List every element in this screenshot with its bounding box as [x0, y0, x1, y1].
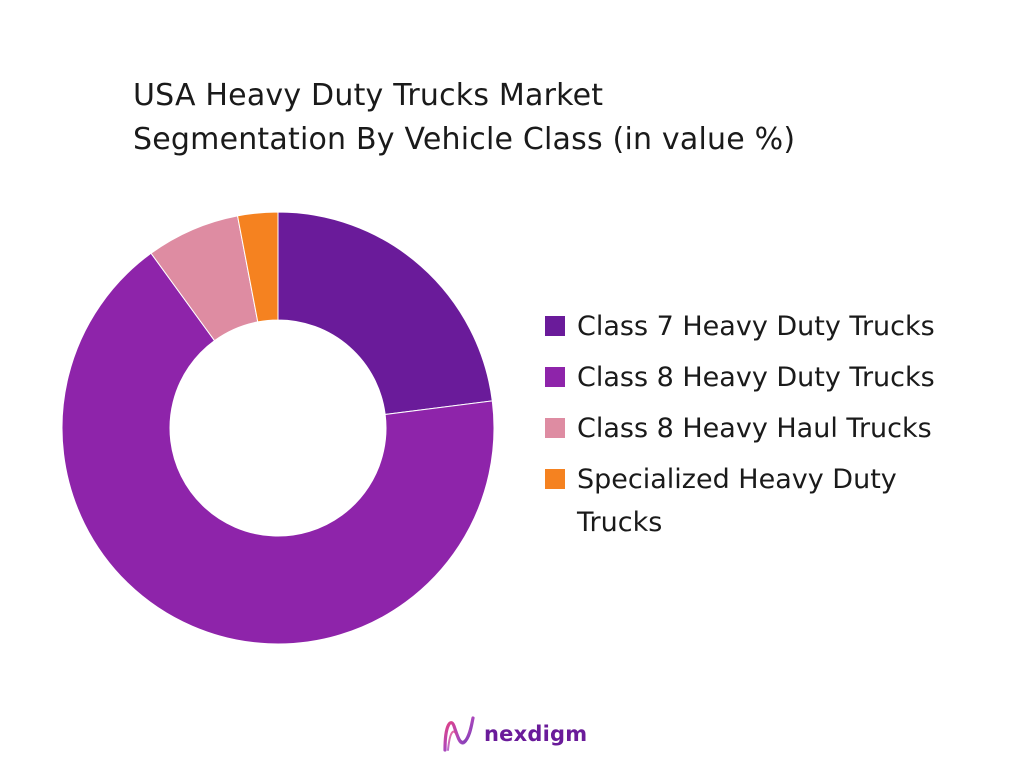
nexdigm-logo-icon	[443, 716, 475, 752]
chart-title: USA Heavy Duty Trucks Market Segmentatio…	[133, 74, 795, 162]
legend-label-class-8: Class 8 Heavy Duty Trucks	[577, 362, 935, 393]
legend-swatch-class-8	[545, 367, 565, 387]
legend-swatch-class-8-heavy-haul	[545, 418, 565, 438]
legend-item-class-8-heavy-haul: Class 8 Heavy Haul Trucks	[545, 407, 1005, 450]
legend-item-specialized: Specialized Heavy Duty Trucks	[545, 458, 1005, 544]
donut-chart	[61, 211, 495, 645]
donut-slice-class-7	[277, 211, 493, 416]
legend-swatch-specialized	[545, 469, 565, 489]
legend-item-class-8: Class 8 Heavy Duty Trucks	[545, 356, 1005, 399]
chart-legend: Class 7 Heavy Duty Trucks Class 8 Heavy …	[545, 305, 1005, 552]
legend-label-specialized: Specialized Heavy Duty Trucks	[577, 464, 897, 538]
legend-label-class-8-heavy-haul: Class 8 Heavy Haul Trucks	[577, 413, 932, 444]
chart-title-line-1: USA Heavy Duty Trucks Market	[133, 78, 604, 113]
donut-slice-specialized	[236, 211, 279, 323]
legend-label-class-7: Class 7 Heavy Duty Trucks	[577, 311, 935, 342]
legend-swatch-class-7	[545, 316, 565, 336]
legend-item-class-7: Class 7 Heavy Duty Trucks	[545, 305, 1005, 348]
chart-title-line-2: Segmentation By Vehicle Class (in value …	[133, 122, 796, 157]
nexdigm-brand-text: nexdigm	[484, 722, 588, 746]
donut-slice-class-8	[61, 252, 495, 645]
nexdigm-logo: nexdigm	[442, 716, 587, 752]
